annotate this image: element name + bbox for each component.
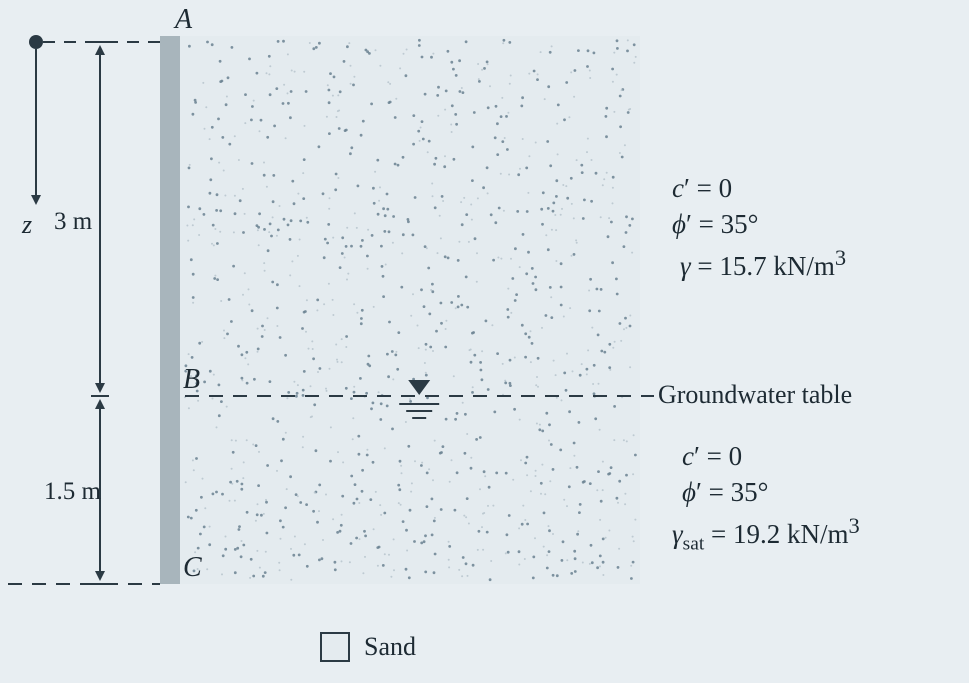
z-axis-label: z	[22, 210, 32, 240]
upper-c-line: c′ = 0	[672, 170, 846, 206]
groundwater-label: Groundwater table	[658, 380, 852, 410]
upper-phi-line: ϕ′ = 35°	[672, 206, 846, 242]
lower-phi-line: ϕ′ = 35°	[672, 474, 860, 510]
legend: Sand	[320, 632, 416, 662]
lower-c-line: c′ = 0	[672, 438, 860, 474]
legend-swatch	[320, 632, 350, 662]
upper-layer-params: c′ = 0 ϕ′ = 35° γ = 15.7 kN/m3	[672, 170, 846, 284]
point-b-label: B	[183, 364, 200, 396]
figure-stage: A B C z 3 m 1.5 m Groundwater table c′ =…	[0, 0, 969, 683]
point-c-label: C	[183, 552, 202, 584]
lower-gamma-line: γsat = 19.2 kN/m3	[672, 511, 860, 558]
lower-layer-params: c′ = 0 ϕ′ = 35° γsat = 19.2 kN/m3	[672, 438, 860, 558]
point-a-label: A	[175, 4, 192, 36]
dim-lower-label: 1.5 m	[44, 478, 101, 506]
dim-upper-label: 3 m	[54, 208, 92, 236]
diagram-svg	[0, 0, 969, 683]
legend-label: Sand	[364, 632, 416, 662]
upper-gamma-line: γ = 15.7 kN/m3	[672, 243, 846, 284]
